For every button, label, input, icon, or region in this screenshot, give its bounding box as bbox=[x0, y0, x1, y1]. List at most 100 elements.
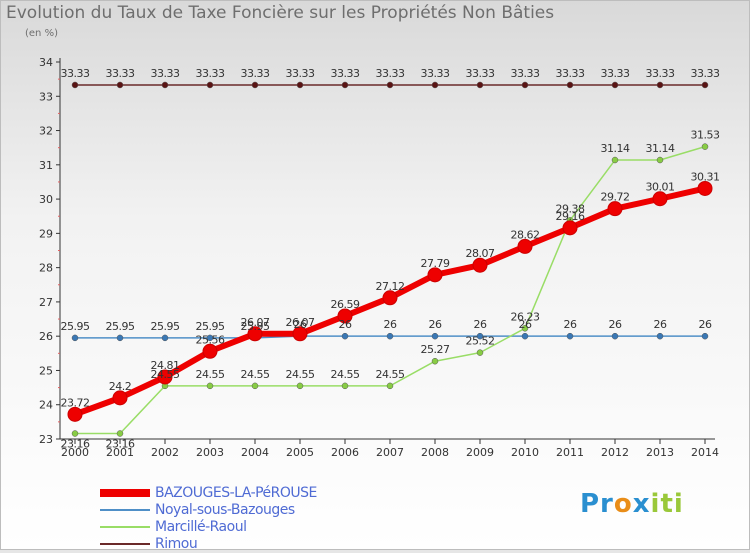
data-label-bazouges: 27.79 bbox=[421, 257, 450, 270]
legend-swatch-bazouges bbox=[100, 489, 150, 497]
data-label-rimou: 33.33 bbox=[331, 67, 360, 80]
data-label-marcille: 25.27 bbox=[421, 343, 450, 356]
chart-subtitle: (en %) bbox=[25, 28, 58, 39]
data-point-marcille bbox=[656, 156, 664, 164]
data-point-noyal bbox=[71, 334, 79, 342]
data-point-bazouges bbox=[607, 201, 623, 217]
data-label-noyal: 26 bbox=[294, 318, 307, 331]
data-point-bazouges bbox=[472, 257, 488, 273]
data-point-noyal bbox=[656, 332, 664, 340]
x-tick-label: 2013 bbox=[646, 446, 674, 459]
legend-swatch-marcille bbox=[100, 526, 150, 528]
data-point-bazouges bbox=[382, 290, 398, 306]
data-point-bazouges bbox=[652, 191, 668, 207]
proxiti-logo: Proxiti bbox=[580, 489, 684, 519]
data-point-rimou bbox=[116, 81, 124, 89]
y-tick-label: 28 bbox=[39, 262, 53, 275]
data-point-rimou bbox=[251, 81, 259, 89]
data-label-rimou: 33.33 bbox=[511, 67, 540, 80]
data-point-bazouges bbox=[202, 343, 218, 359]
y-tick-label: 34 bbox=[39, 56, 53, 69]
data-point-rimou bbox=[341, 81, 349, 89]
data-point-marcille bbox=[431, 357, 439, 365]
data-label-rimou: 33.33 bbox=[601, 67, 630, 80]
logo-part-2: o bbox=[613, 489, 633, 519]
data-label-marcille: 31.14 bbox=[646, 142, 675, 155]
data-point-rimou bbox=[476, 81, 484, 89]
logo-part-3: x bbox=[632, 489, 651, 519]
legend-label-bazouges: BAZOUGES-LA-PéROUSE bbox=[155, 485, 317, 501]
data-label-bazouges: 28.62 bbox=[511, 228, 540, 241]
data-label-noyal: 26 bbox=[654, 318, 667, 331]
data-point-noyal bbox=[476, 332, 484, 340]
data-label-rimou: 33.33 bbox=[466, 67, 495, 80]
legend-label-marcille: Marcillé-Raoul bbox=[155, 519, 247, 535]
data-point-marcille bbox=[386, 382, 394, 390]
y-tick-label: 27 bbox=[39, 296, 53, 309]
data-point-rimou bbox=[611, 81, 619, 89]
data-point-noyal bbox=[431, 332, 439, 340]
data-point-marcille bbox=[116, 430, 124, 437]
data-label-marcille: 26.23 bbox=[511, 310, 540, 323]
legend-label-noyal: Noyal-sous-Bazouges bbox=[155, 502, 295, 518]
data-point-bazouges bbox=[112, 390, 128, 406]
y-tick-label: 31 bbox=[39, 159, 53, 172]
data-point-marcille bbox=[701, 143, 709, 150]
data-label-marcille: 31.14 bbox=[601, 142, 630, 155]
data-label-noyal: 25.95 bbox=[151, 320, 180, 333]
data-label-marcille: 24.55 bbox=[286, 368, 315, 381]
x-tick-label: 2011 bbox=[556, 446, 584, 459]
data-point-noyal bbox=[566, 332, 574, 340]
x-tick-label: 2014 bbox=[691, 446, 719, 459]
data-label-noyal: 25.95 bbox=[61, 320, 90, 333]
data-label-noyal: 26 bbox=[564, 318, 577, 331]
data-point-rimou bbox=[521, 81, 529, 89]
x-tick-label: 2004 bbox=[241, 446, 269, 459]
data-label-marcille: 25.52 bbox=[466, 335, 495, 348]
data-label-bazouges: 23.72 bbox=[61, 396, 90, 409]
data-label-bazouges: 26.07 bbox=[241, 316, 270, 329]
legend-label-rimou: Rimou bbox=[155, 536, 198, 552]
y-tick-label: 33 bbox=[39, 90, 53, 103]
y-tick-label: 30 bbox=[39, 193, 53, 206]
data-label-noyal: 25.95 bbox=[241, 320, 270, 333]
data-point-bazouges bbox=[67, 406, 83, 422]
data-label-rimou: 33.33 bbox=[376, 67, 405, 80]
data-label-marcille: 24.55 bbox=[196, 368, 225, 381]
data-label-rimou: 33.33 bbox=[646, 67, 675, 80]
data-label-bazouges: 24.81 bbox=[151, 359, 180, 372]
data-point-rimou bbox=[71, 81, 79, 89]
y-tick-label: 23 bbox=[39, 433, 53, 446]
y-tick-label: 29 bbox=[39, 227, 53, 240]
data-point-marcille bbox=[521, 325, 529, 332]
data-label-bazouges: 28.07 bbox=[466, 247, 495, 260]
data-point-noyal bbox=[701, 332, 709, 340]
data-label-marcille: 24.55 bbox=[241, 368, 270, 381]
data-label-noyal: 26 bbox=[384, 318, 397, 331]
data-point-noyal bbox=[611, 332, 619, 340]
data-point-bazouges bbox=[247, 326, 263, 342]
data-label-bazouges: 29.16 bbox=[556, 210, 585, 223]
data-label-rimou: 33.33 bbox=[286, 67, 315, 80]
x-tick-label: 2006 bbox=[331, 446, 359, 459]
data-label-rimou: 33.33 bbox=[556, 67, 585, 80]
data-point-bazouges bbox=[517, 238, 533, 254]
data-label-rimou: 33.33 bbox=[196, 67, 225, 80]
data-label-bazouges: 27.12 bbox=[376, 280, 405, 293]
data-point-rimou bbox=[431, 81, 439, 89]
data-label-marcille: 24.55 bbox=[331, 368, 360, 381]
data-point-marcille bbox=[611, 156, 619, 164]
data-point-rimou bbox=[296, 81, 304, 89]
data-point-bazouges bbox=[562, 220, 578, 236]
logo-part-1: Pr bbox=[580, 489, 614, 519]
data-point-bazouges bbox=[337, 308, 353, 324]
data-point-bazouges bbox=[157, 369, 173, 385]
data-label-noyal: 26 bbox=[519, 318, 532, 331]
x-tick-label: 2005 bbox=[286, 446, 314, 459]
x-tick-label: 2012 bbox=[601, 446, 629, 459]
data-label-marcille: 31.53 bbox=[691, 129, 720, 142]
x-tick-label: 2010 bbox=[511, 446, 539, 459]
data-label-bazouges: 26.59 bbox=[331, 298, 360, 311]
